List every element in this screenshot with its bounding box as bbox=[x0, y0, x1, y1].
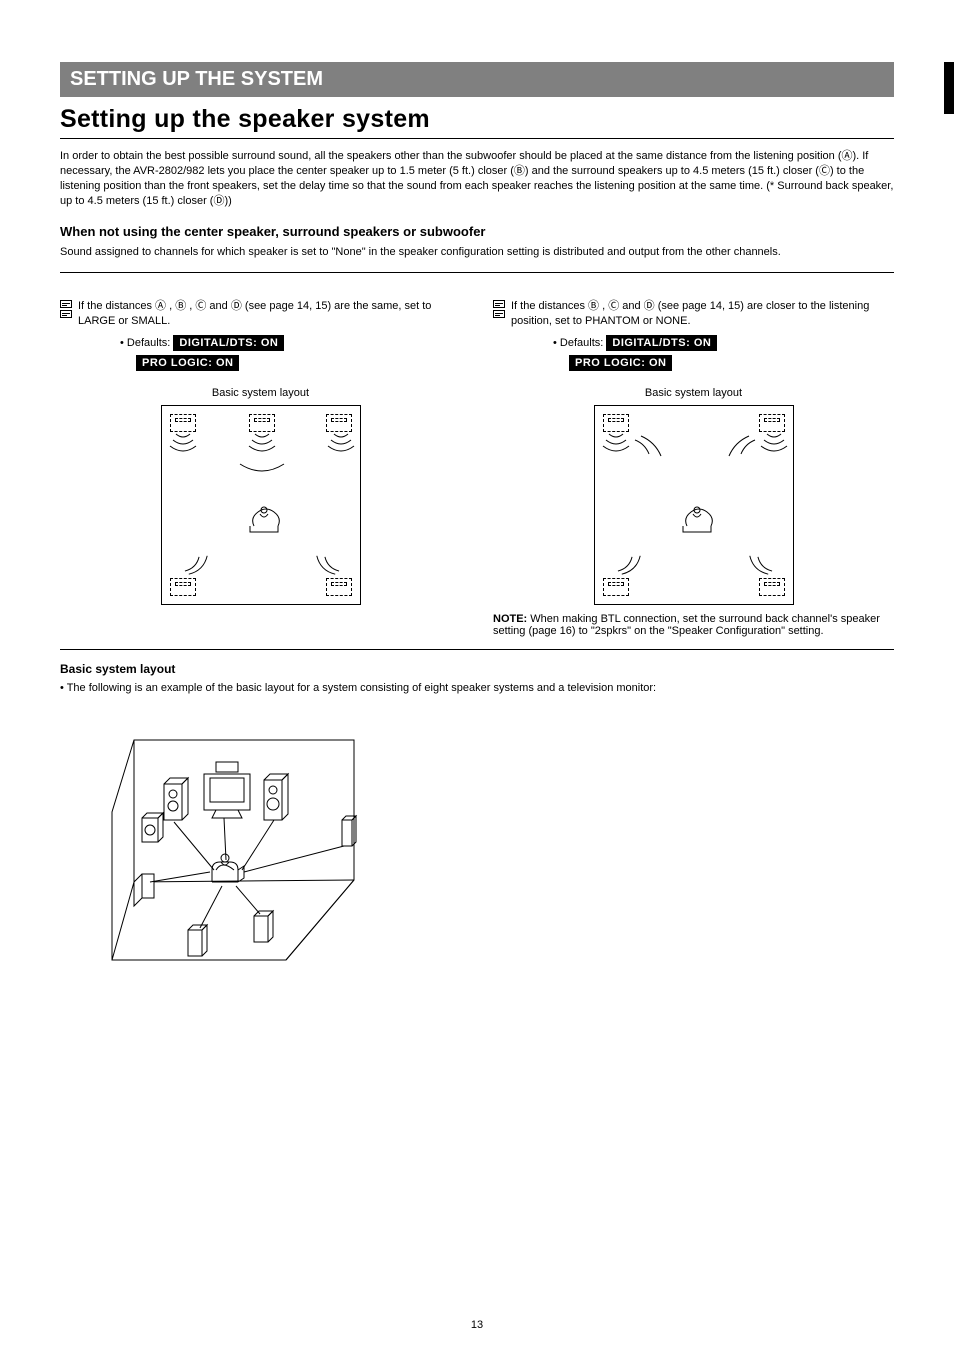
side-tab bbox=[944, 62, 954, 114]
right-band-2: PRO LOGIC: ON bbox=[569, 355, 672, 371]
room-3d-diagram bbox=[104, 702, 374, 972]
left-arcs-svg bbox=[162, 406, 362, 606]
dolby-icon bbox=[493, 300, 505, 318]
dolby-icon bbox=[60, 300, 72, 318]
right-column: If the distances Ⓑ , Ⓒ and Ⓓ (see page 1… bbox=[493, 285, 894, 637]
left-room-diagram bbox=[161, 405, 361, 605]
left-caption: Basic system layout bbox=[60, 387, 461, 399]
title-rule bbox=[60, 138, 894, 139]
right-bullet-text: If the distances Ⓑ , Ⓒ and Ⓓ (see page 1… bbox=[511, 299, 894, 329]
divider-2 bbox=[60, 649, 894, 650]
center-speaker-section-title: When not using the center speaker, surro… bbox=[60, 224, 894, 241]
note-label: NOTE: bbox=[493, 613, 527, 625]
page-number: 13 bbox=[471, 1319, 483, 1331]
right-band-1: DIGITAL/DTS: ON bbox=[606, 335, 717, 351]
page-title: Setting up the speaker system bbox=[60, 105, 894, 134]
note-paragraph: NOTE: When making BTL connection, set th… bbox=[493, 613, 894, 637]
center-speaker-section-body: Sound assigned to channels for which spe… bbox=[60, 245, 894, 260]
left-column: If the distances Ⓐ , Ⓑ , Ⓒ and Ⓓ (see pa… bbox=[60, 285, 461, 637]
right-arcs-svg bbox=[595, 406, 795, 606]
left-band-prefix: • Defaults: bbox=[120, 337, 173, 349]
divider-1 bbox=[60, 272, 894, 273]
left-band-1: DIGITAL/DTS: ON bbox=[173, 335, 284, 351]
left-bullet-text: If the distances Ⓐ , Ⓑ , Ⓒ and Ⓓ (see pa… bbox=[78, 299, 461, 329]
right-room-diagram bbox=[594, 405, 794, 605]
layout-3d-title: Basic system layout bbox=[60, 662, 894, 678]
left-band-2: PRO LOGIC: ON bbox=[136, 355, 239, 371]
chapter-bar: SETTING UP THE SYSTEM bbox=[60, 62, 894, 97]
right-band-prefix: • Defaults: bbox=[553, 337, 606, 349]
two-column-region: If the distances Ⓐ , Ⓑ , Ⓒ and Ⓓ (see pa… bbox=[60, 285, 894, 637]
left-bullet-row: If the distances Ⓐ , Ⓑ , Ⓒ and Ⓓ (see pa… bbox=[60, 299, 461, 329]
right-bullet-row: If the distances Ⓑ , Ⓒ and Ⓓ (see page 1… bbox=[493, 299, 894, 329]
right-caption: Basic system layout bbox=[493, 387, 894, 399]
note-body: When making BTL connection, set the surr… bbox=[493, 613, 880, 637]
layout-3d-body: • The following is an example of the bas… bbox=[60, 681, 894, 696]
intro-paragraph: In order to obtain the best possible sur… bbox=[60, 149, 894, 208]
